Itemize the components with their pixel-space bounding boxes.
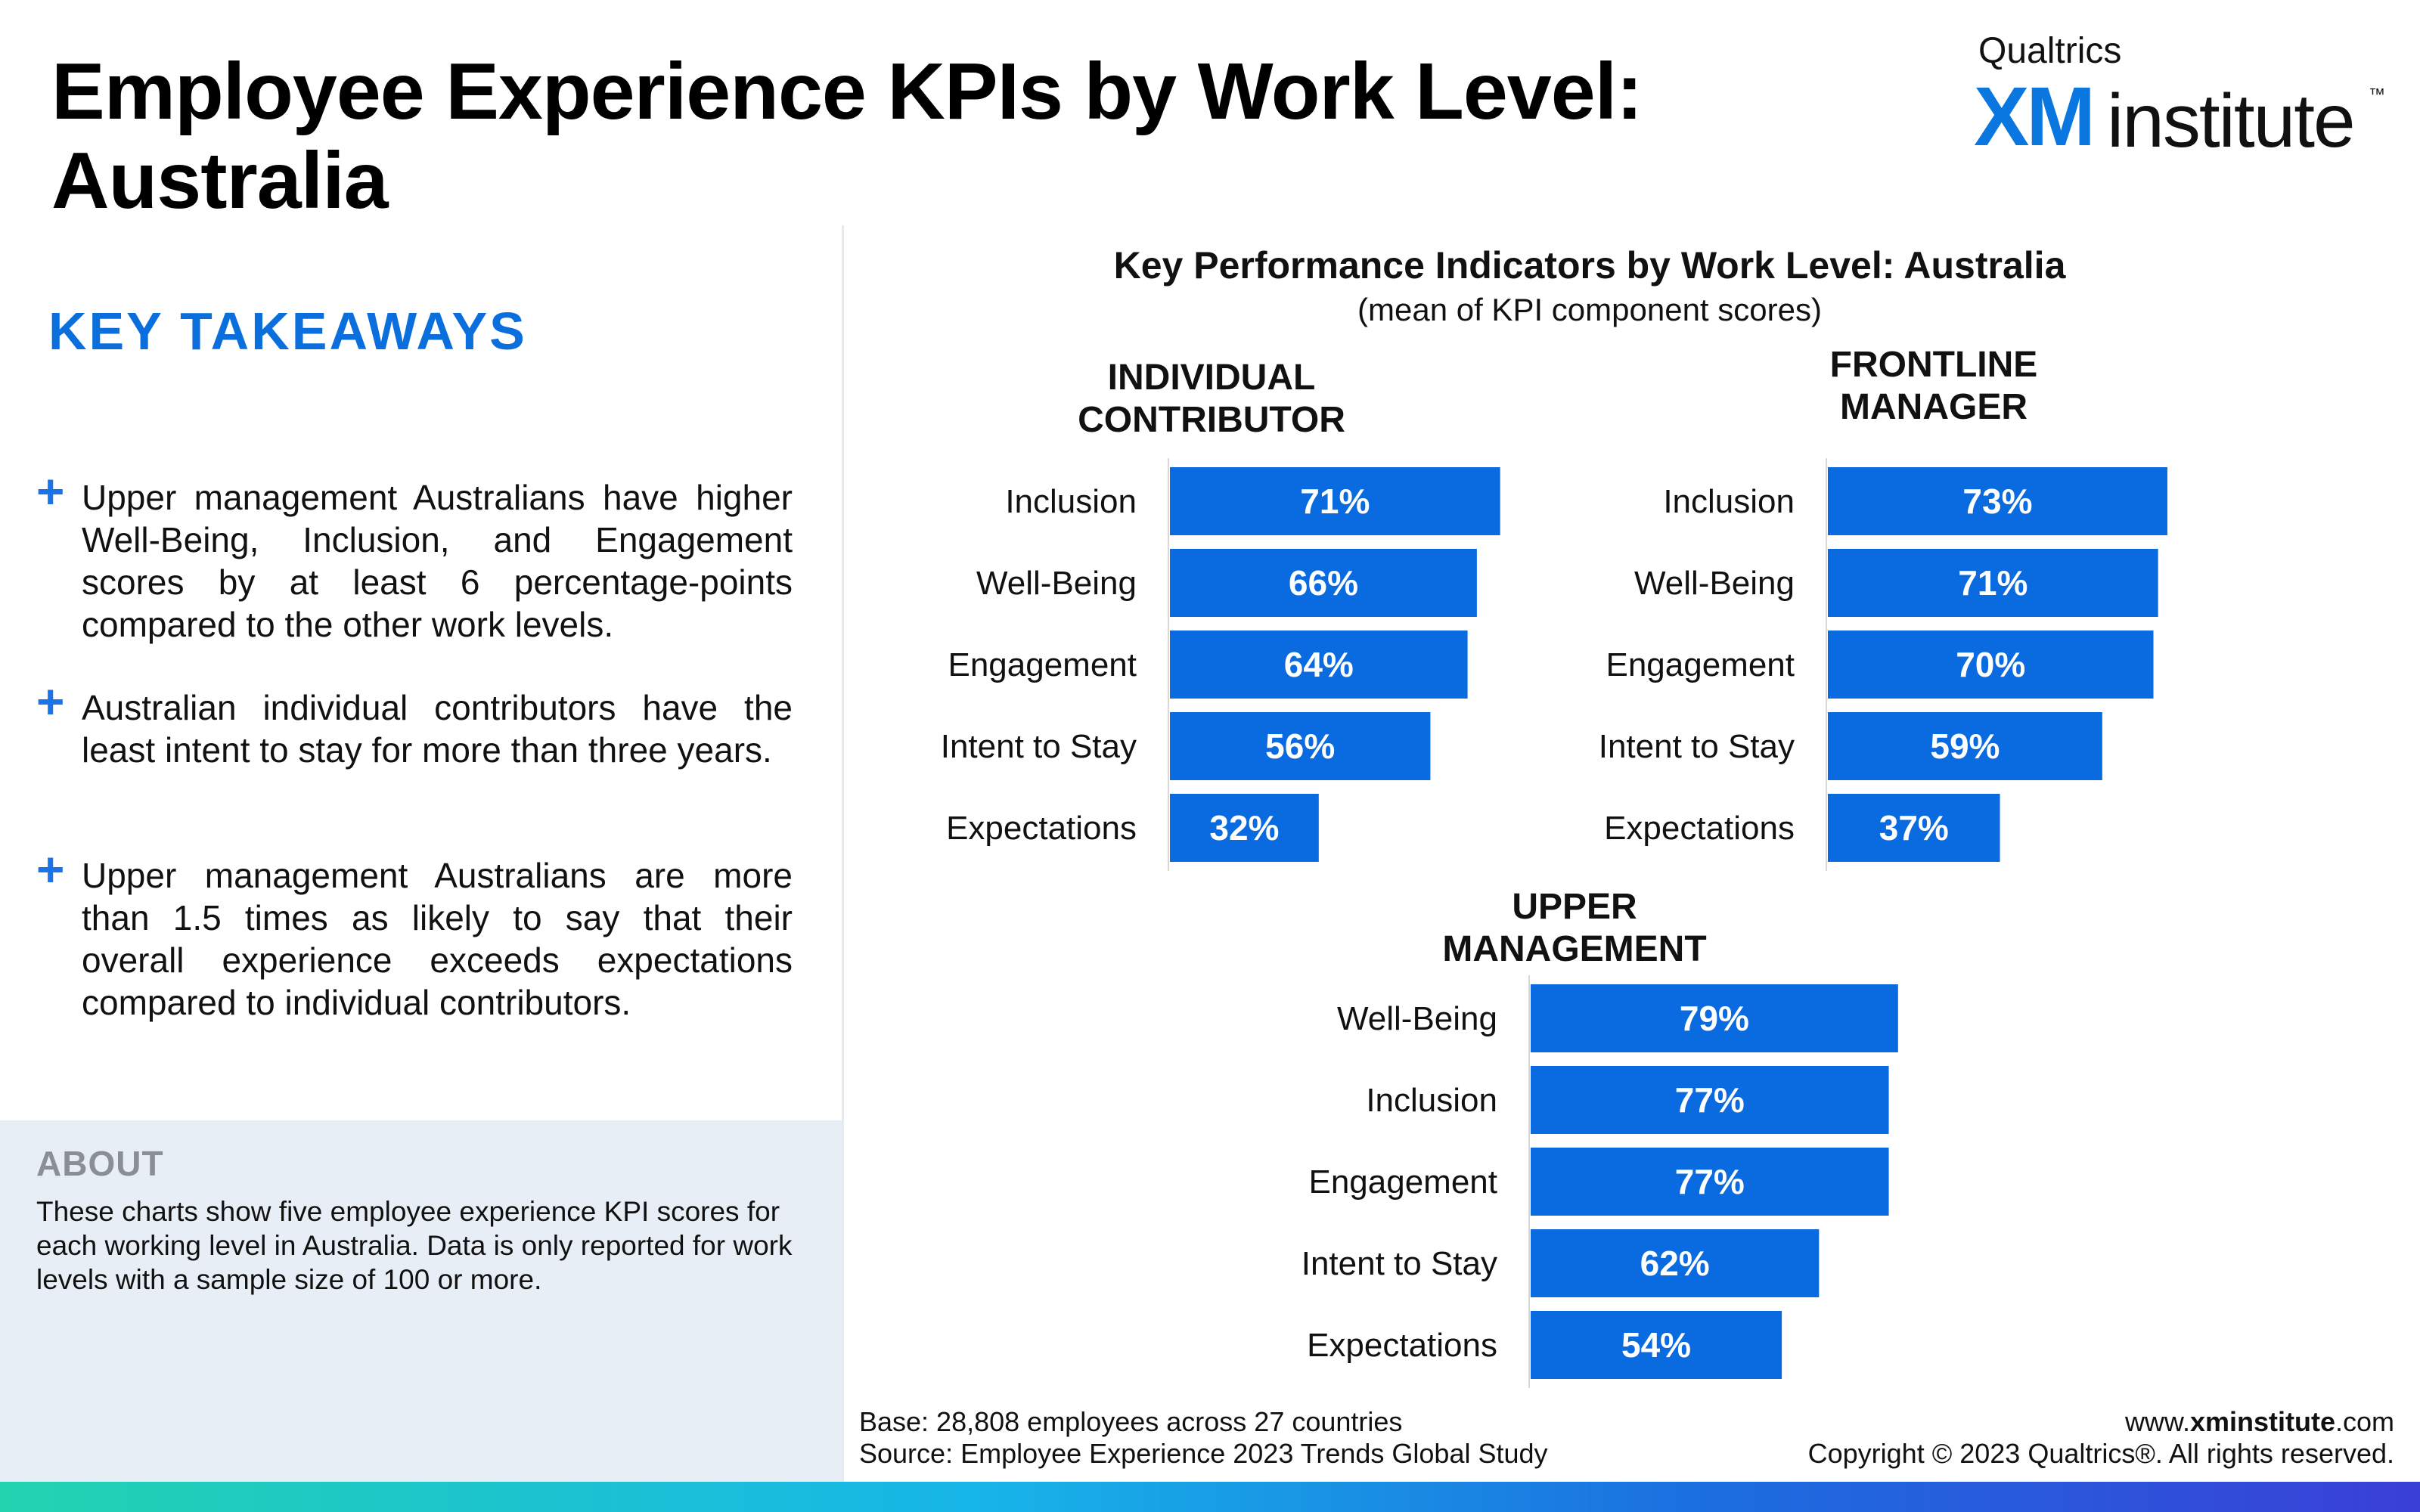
category-label: Well-Being: [1337, 1000, 1497, 1037]
panel-title: MANAGER: [1840, 387, 2028, 427]
column-divider: [842, 225, 844, 1482]
data-label: 32%: [1209, 808, 1279, 847]
bar: [1828, 549, 2158, 617]
logo-xm: XM: [1974, 70, 2096, 163]
data-label: 56%: [1265, 727, 1335, 766]
bottom-gradient-bar: [0, 1482, 2420, 1512]
bar: [1531, 1229, 1820, 1297]
data-label: 71%: [1958, 563, 2028, 603]
data-label: 77%: [1675, 1162, 1745, 1201]
bar: [1828, 712, 2102, 780]
chart-subtitle: (mean of KPI component scores): [1357, 292, 1822, 327]
category-label: Intent to Stay: [941, 728, 1137, 765]
panel-title: INDIVIDUAL: [1108, 358, 1316, 398]
category-label: Inclusion: [1663, 483, 1795, 520]
plus-icon: +: [36, 464, 65, 519]
footer-copyright-line: Copyright © 2023 Qualtrics®. All rights …: [1807, 1438, 2394, 1469]
footer-source: Base: 28,808 employees across 27 countri…: [859, 1406, 1548, 1470]
category-label: Expectations: [946, 810, 1137, 847]
category-label: Expectations: [1604, 810, 1795, 847]
panel-title: FRONTLINE: [1830, 345, 2038, 385]
bar: [1828, 794, 2000, 862]
takeaway-text: Upper management Australians are more th…: [82, 856, 793, 1022]
about-text: These charts show five employee experien…: [36, 1196, 793, 1295]
bar: [1170, 549, 1477, 617]
category-label: Well-Being: [976, 565, 1137, 602]
bar: [1828, 467, 2167, 535]
about-title: ABOUT: [36, 1144, 164, 1183]
data-label: 64%: [1284, 645, 1354, 684]
bar: [1170, 631, 1468, 699]
footer-base: Base: 28,808 employees across 27 countri…: [859, 1406, 1403, 1437]
footer-source-line: Source: Employee Experience 2023 Trends …: [859, 1438, 1548, 1469]
category-label: Well-Being: [1634, 565, 1795, 602]
takeaway-item: + Upper management Australians have high…: [36, 467, 793, 646]
footer-website[interactable]: www.xminstitute.com: [2124, 1406, 2394, 1437]
category-label: Engagement: [1606, 646, 1795, 683]
panel-title: CONTRIBUTOR: [1078, 400, 1345, 440]
category-label: Inclusion: [1005, 483, 1137, 520]
panel-title: UPPER: [1512, 887, 1637, 927]
xm-institute-logo: Qualtrics XM institute ™: [1974, 30, 2397, 159]
bar: [1170, 794, 1319, 862]
category-label: Intent to Stay: [1599, 728, 1795, 765]
panel-title: MANAGEMENT: [1442, 929, 1706, 969]
data-label: 62%: [1640, 1244, 1710, 1283]
data-label: 70%: [1956, 645, 2025, 684]
takeaway-item: + Upper management Australians are more …: [36, 845, 793, 1024]
data-label: 37%: [1879, 808, 1949, 847]
category-label: Engagement: [948, 646, 1137, 683]
about-panel: ABOUT These charts show five employee ex…: [0, 1120, 842, 1482]
footer-copyright: www.xminstitute.com Copyright © 2023 Qua…: [1808, 1406, 2394, 1470]
bar: [1170, 712, 1431, 780]
logo-institute: institute: [2107, 79, 2356, 163]
plus-icon: +: [36, 674, 65, 729]
kpi-chart: Key Performance Indicators by Work Level…: [941, 244, 2167, 1388]
data-label: 77%: [1675, 1080, 1745, 1120]
takeaway-text: Australian individual contributors have …: [82, 688, 793, 770]
data-label: 73%: [1962, 482, 2032, 521]
data-label: 54%: [1621, 1325, 1691, 1365]
key-takeaways-heading: KEY TAKEAWAYS: [48, 302, 527, 361]
data-label: 71%: [1300, 482, 1370, 521]
logo-brand: Qualtrics: [1978, 31, 2122, 71]
takeaway-item: + Australian individual contributors hav…: [36, 677, 793, 771]
category-label: Engagement: [1308, 1163, 1497, 1201]
data-label: 59%: [1930, 727, 2000, 766]
bar: [1531, 1148, 1889, 1216]
data-label: 66%: [1289, 563, 1358, 603]
logo-trademark: ™: [2369, 85, 2385, 104]
bar: [1170, 467, 1500, 535]
bar: [1828, 631, 2154, 699]
category-label: Inclusion: [1366, 1082, 1497, 1119]
bar: [1531, 1311, 1782, 1379]
data-label: 79%: [1680, 999, 1749, 1038]
takeaway-text: Upper management Australians have higher…: [82, 478, 793, 644]
bar: [1531, 984, 1898, 1052]
plus-icon: +: [36, 842, 65, 897]
category-label: Expectations: [1307, 1327, 1497, 1364]
chart-title: Key Performance Indicators by Work Level…: [1114, 244, 2067, 287]
bar: [1531, 1066, 1889, 1134]
page-title: Employee Experience KPIs by Work Level: …: [51, 47, 1643, 225]
category-label: Intent to Stay: [1302, 1245, 1497, 1282]
